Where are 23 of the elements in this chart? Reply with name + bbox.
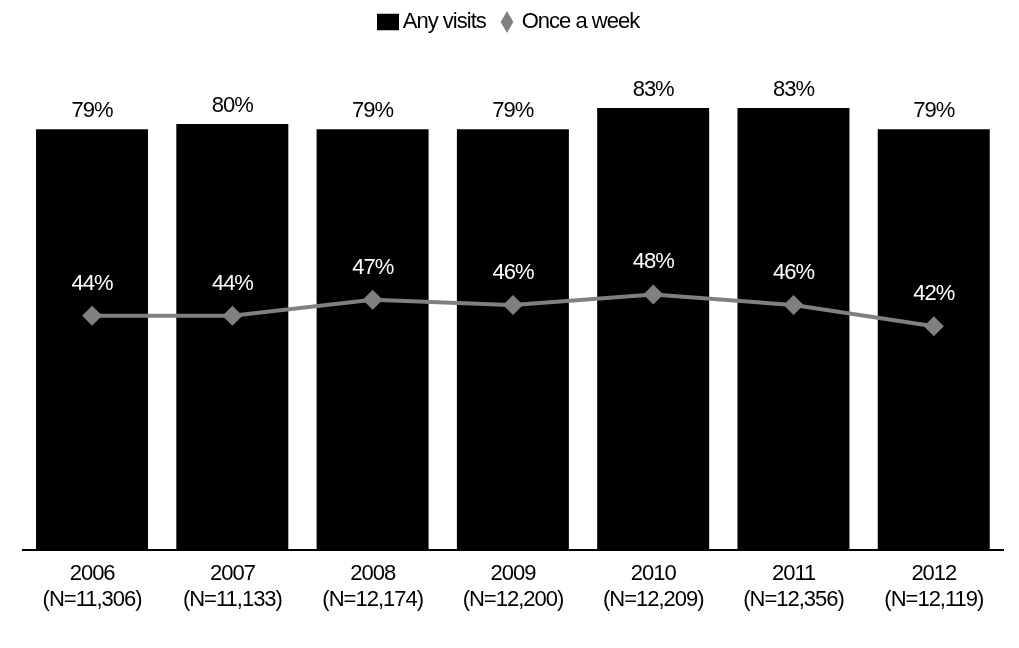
data-label: 46% (492, 259, 534, 285)
data-label: 79% (71, 97, 113, 123)
x-tick-label: 2009 (N=12,200) (462, 560, 564, 611)
x-tick-label: 2008 (N=12,174) (322, 560, 424, 611)
legend-label: Any visits (402, 8, 486, 33)
data-label: 83% (632, 76, 675, 101)
data-label: 79% (352, 97, 394, 123)
data-label: 47% (352, 253, 394, 279)
x-tick-label: 2006 (N=11,306) (42, 560, 142, 611)
data-label: 44% (211, 269, 254, 295)
x-tick-label: 2012 (N=12,119) (884, 560, 984, 611)
data-label: 83% (772, 76, 815, 101)
data-label: 44% (71, 269, 114, 295)
x-tick-label: 2011 (N=12,356) (743, 560, 844, 611)
data-label: 46% (773, 259, 815, 285)
x-tick-label: 2010 (N=12,209) (602, 560, 704, 611)
data-label: 79% (913, 97, 955, 123)
legend-label: Once a week (521, 8, 640, 33)
data-label: 48% (632, 248, 675, 274)
data-label: 79% (492, 97, 534, 123)
data-label: 80% (211, 91, 254, 117)
data-label: 42% (913, 280, 955, 306)
x-tick-label: 2007 (N=11,133) (182, 560, 282, 611)
